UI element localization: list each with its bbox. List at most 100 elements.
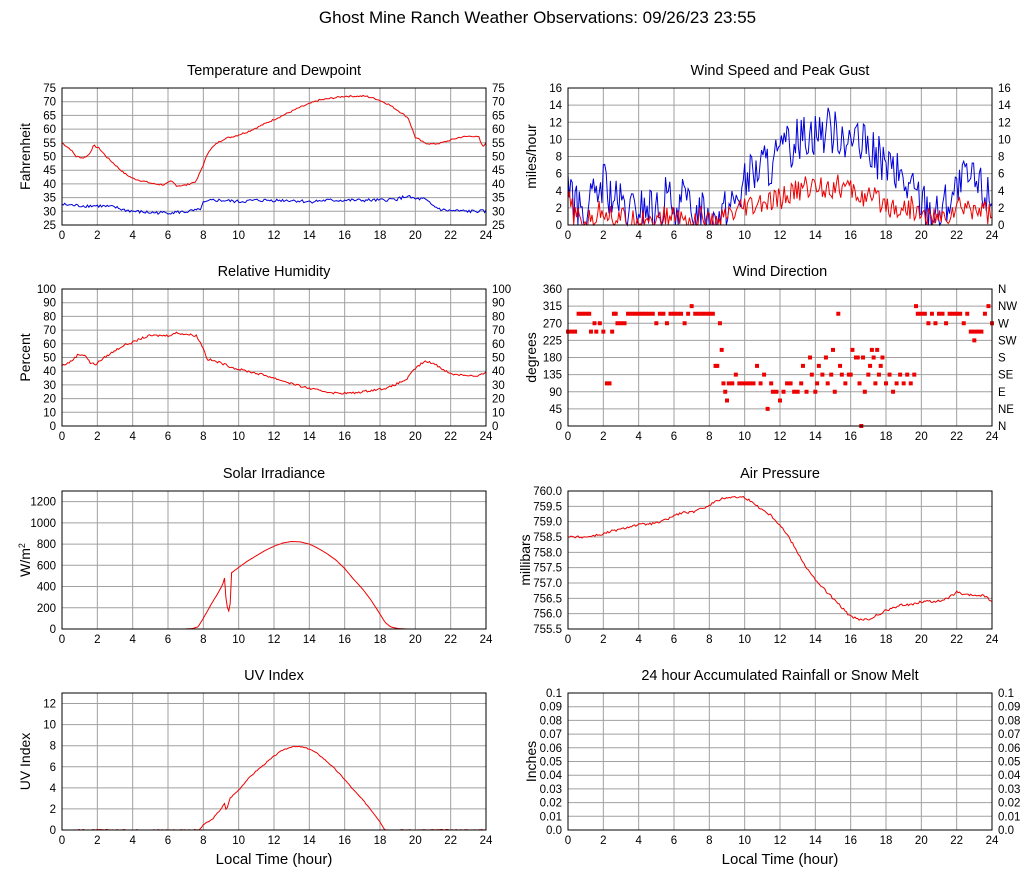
x-tick-label: 24	[480, 431, 493, 443]
y-tick-label: 360	[543, 284, 562, 296]
direction-point	[607, 381, 612, 386]
x-tick-label: 24	[986, 835, 999, 847]
y-tick-label-right: NW	[998, 301, 1017, 313]
y-axis-label: miles/hour	[523, 124, 539, 189]
x-tick-label: 6	[165, 634, 171, 646]
direction-point	[601, 329, 606, 334]
direction-point	[573, 329, 578, 334]
direction-point	[774, 389, 779, 394]
direction-point	[799, 381, 804, 386]
y-tick-label-right: 0.09	[998, 702, 1020, 714]
direction-point	[715, 363, 720, 368]
x-tick-label: 18	[880, 835, 893, 847]
direction-point	[979, 329, 984, 334]
x-tick-label: 20	[409, 230, 422, 242]
x-tick-label: 16	[338, 431, 351, 443]
direction-point	[661, 311, 666, 316]
direction-point	[737, 381, 742, 386]
direction-point	[588, 329, 593, 334]
y-tick-label: 0.1	[546, 688, 562, 700]
direction-point	[679, 311, 684, 316]
x-tick-label: 10	[738, 431, 751, 443]
y-tick-label: 755.5	[533, 624, 562, 636]
x-tick-label: 10	[232, 634, 245, 646]
x-tick-label: 18	[374, 230, 387, 242]
direction-point	[884, 381, 888, 386]
y-axis-label: millibars	[517, 534, 533, 585]
direction-point	[726, 381, 731, 386]
y-tick-label-right: 0.01	[998, 811, 1020, 823]
x-tick-label: 4	[129, 431, 136, 443]
y-tick-label-right: 0	[998, 220, 1004, 232]
y-tick-label-right: 0.1	[998, 688, 1014, 700]
direction-point	[583, 311, 588, 316]
chart-title: Temperature and Dewpoint	[187, 63, 361, 79]
direction-point	[707, 311, 712, 316]
direction-point	[622, 321, 627, 326]
direction-point	[675, 311, 680, 316]
y-tick-label: 20	[43, 394, 56, 406]
direction-point	[808, 355, 813, 360]
direction-point	[958, 311, 963, 316]
x-tick-label: 2	[600, 634, 606, 646]
y-tick-label-right: 6	[998, 169, 1004, 181]
direction-point	[587, 311, 592, 316]
x-tick-label: 14	[303, 431, 316, 443]
x-tick-label: 12	[774, 230, 787, 242]
direction-point	[700, 311, 705, 316]
direction-point	[592, 321, 597, 326]
direction-point	[647, 311, 652, 316]
series-line-1	[61, 331, 487, 395]
y-tick-label: 12	[549, 117, 562, 129]
x-tick-label: 10	[738, 634, 751, 646]
y-tick-label-right: 10	[492, 407, 505, 419]
direction-point	[831, 347, 835, 352]
chart-title: 24 hour Accumulated Rainfall or Snow Mel…	[641, 668, 918, 684]
direction-point	[629, 311, 634, 316]
direction-point	[876, 372, 881, 377]
x-tick-label: 24	[480, 835, 493, 847]
direction-point	[850, 347, 855, 352]
y-tick-label-right: 0.04	[998, 770, 1021, 782]
y-axis-label: Fahrenheit	[17, 123, 33, 190]
direction-point	[838, 363, 843, 368]
y-tick-label: 40	[43, 366, 56, 378]
x-tick-label: 16	[844, 634, 857, 646]
direction-point	[765, 406, 770, 411]
y-tick-label: 50	[43, 152, 56, 164]
series-line-1	[61, 94, 487, 187]
x-tick-label: 22	[444, 835, 457, 847]
direction-point	[785, 381, 790, 386]
y-tick-label-right: 65	[492, 110, 505, 122]
x-tick-label: 10	[232, 230, 245, 242]
y-tick-label-right: SW	[998, 335, 1017, 347]
y-tick-label-right: SE	[998, 370, 1014, 382]
y-tick-label: 60	[43, 339, 56, 351]
y-tick-label-right: 30	[492, 380, 505, 392]
y-tick-label: 757.0	[533, 578, 562, 590]
direction-point	[912, 372, 917, 377]
y-tick-label: 0.07	[540, 729, 562, 741]
direction-point	[795, 389, 800, 394]
x-tick-label: 12	[774, 634, 787, 646]
x-tick-label: 18	[880, 634, 893, 646]
y-tick-label-right: 0.05	[998, 757, 1020, 769]
y-tick-label: 6	[50, 762, 56, 774]
x-tick-label: 10	[738, 230, 751, 242]
y-tick-label: 0.08	[540, 715, 562, 727]
y-tick-label: 2	[50, 804, 56, 816]
direction-point	[848, 372, 853, 377]
direction-point	[972, 329, 977, 334]
direction-point	[664, 321, 669, 326]
x-tick-label: 4	[635, 230, 642, 242]
y-tick-label: 0.0	[546, 825, 562, 837]
y-tick-label-right: 2	[998, 203, 1004, 215]
y-tick-label: 758.5	[533, 532, 562, 544]
x-tick-label: 8	[200, 634, 206, 646]
y-tick-label-right: 60	[492, 124, 505, 136]
x-tick-label: 22	[950, 431, 963, 443]
direction-point	[898, 372, 903, 377]
x-tick-label: 18	[374, 634, 387, 646]
y-tick-label-right: 40	[492, 366, 505, 378]
